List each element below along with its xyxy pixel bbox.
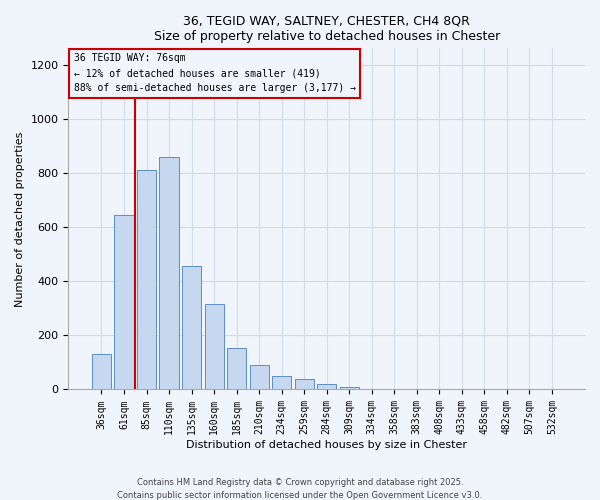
Bar [272,376,291,390]
Y-axis label: Number of detached properties: Number of detached properties [15,131,25,306]
Bar [137,170,156,390]
Bar [250,365,269,390]
Text: 36 TEGID WAY: 76sqm
← 12% of detached houses are smaller (419)
88% of semi-detac: 36 TEGID WAY: 76sqm ← 12% of detached ho… [74,54,356,93]
Title: 36, TEGID WAY, SALTNEY, CHESTER, CH4 8QR
Size of property relative to detached h: 36, TEGID WAY, SALTNEY, CHESTER, CH4 8QR… [154,15,500,43]
Bar [542,389,562,390]
Bar [182,266,201,390]
Bar [92,354,111,390]
X-axis label: Distribution of detached houses by size in Chester: Distribution of detached houses by size … [186,440,467,450]
Bar [205,304,224,390]
Bar [160,156,179,390]
Bar [295,379,314,390]
Bar [227,348,246,390]
Bar [317,384,336,390]
Text: Contains HM Land Registry data © Crown copyright and database right 2025.
Contai: Contains HM Land Registry data © Crown c… [118,478,482,500]
Bar [340,387,359,390]
Bar [115,215,134,390]
